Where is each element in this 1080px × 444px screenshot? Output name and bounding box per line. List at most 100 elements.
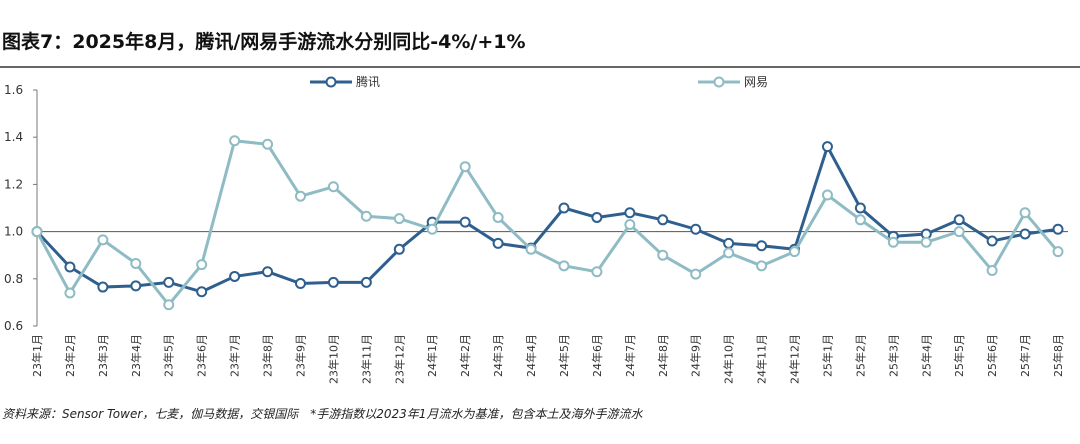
x-tick-label: 25年6月	[985, 334, 999, 377]
point	[591, 211, 603, 223]
x-tick-label: 25年2月	[853, 334, 867, 377]
x-tick-label: 23年7月	[228, 334, 242, 377]
x-tick-label: 24年5月	[557, 334, 571, 377]
x-tick-label: 24年11月	[755, 334, 769, 384]
point	[163, 299, 175, 311]
point	[31, 226, 43, 238]
x-tick-label: 23年4月	[129, 334, 143, 377]
point	[657, 249, 669, 261]
point	[920, 236, 932, 248]
x-tick-label: 24年6月	[590, 334, 604, 377]
point	[130, 257, 142, 269]
point	[558, 202, 570, 214]
x-tick-label: 23年5月	[162, 334, 176, 377]
series-line	[35, 139, 1060, 308]
y-tick-label: 1.2	[4, 177, 23, 191]
legend-label: 网易	[744, 75, 768, 89]
point	[756, 240, 768, 252]
x-tick-label: 23年11月	[359, 334, 373, 384]
x-tick-label: 23年9月	[293, 334, 307, 377]
point	[821, 141, 833, 153]
x-tick-label: 25年8月	[1051, 334, 1065, 377]
point	[262, 266, 274, 278]
x-tick-label: 24年4月	[524, 334, 538, 377]
point	[294, 278, 306, 290]
point	[854, 202, 866, 214]
point	[525, 243, 537, 255]
point	[393, 243, 405, 255]
x-tick-label: 24年2月	[458, 334, 472, 377]
point	[97, 281, 109, 293]
point	[986, 235, 998, 247]
point	[327, 181, 339, 193]
x-tick-label: 23年8月	[261, 334, 275, 377]
source-note: 资料来源：Sensor Tower，七麦，伽马数据，交银国际 *手游指数以202…	[2, 407, 643, 421]
point	[854, 214, 866, 226]
point	[723, 237, 735, 249]
legend-label: 腾讯	[356, 74, 380, 89]
x-tick-label: 24年10月	[722, 334, 736, 384]
point	[558, 260, 570, 272]
legend-marker	[713, 76, 725, 88]
point	[229, 135, 241, 147]
x-tick-label: 25年7月	[1018, 334, 1032, 377]
point	[887, 236, 899, 248]
point	[624, 207, 636, 219]
point	[196, 259, 208, 271]
x-tick-label: 25年4月	[919, 334, 933, 377]
x-tick-label: 23年1月	[30, 334, 44, 377]
point	[624, 219, 636, 231]
point	[492, 211, 504, 223]
x-tick-label: 24年12月	[788, 334, 802, 384]
point	[97, 234, 109, 246]
x-tick-label: 24年7月	[623, 334, 637, 377]
point	[1052, 223, 1064, 235]
point	[459, 216, 471, 228]
x-tick-label: 25年3月	[886, 334, 900, 377]
point	[1019, 207, 1031, 219]
point	[163, 276, 175, 288]
x-tick-label: 23年2月	[63, 334, 77, 377]
point	[426, 223, 438, 235]
point	[657, 214, 669, 226]
point	[360, 276, 372, 288]
point	[393, 213, 405, 225]
y-tick-label: 1.4	[4, 130, 23, 144]
point	[262, 138, 274, 150]
point	[360, 210, 372, 222]
x-tick-label: 24年8月	[656, 334, 670, 377]
point	[64, 261, 76, 273]
point	[591, 266, 603, 278]
point	[821, 189, 833, 201]
legend-marker	[325, 76, 337, 88]
point	[196, 286, 208, 298]
y-tick-label: 0.8	[4, 272, 23, 286]
x-tick-label: 23年10月	[326, 334, 340, 384]
x-tick-label: 25年1月	[820, 334, 834, 377]
point	[789, 246, 801, 258]
y-tick-label: 0.6	[4, 319, 23, 333]
x-tick-label: 24年3月	[491, 334, 505, 377]
x-tick-label: 25年5月	[952, 334, 966, 377]
point	[953, 226, 965, 238]
x-tick-label: 24年9月	[689, 334, 703, 377]
point	[986, 265, 998, 277]
point	[1052, 246, 1064, 258]
point	[64, 287, 76, 299]
chart-title: 图表7：2025年8月，腾讯/网易手游流水分别同比-4%/+1%	[2, 30, 526, 53]
x-tick-label: 23年6月	[195, 334, 209, 377]
point	[294, 190, 306, 202]
point	[492, 237, 504, 249]
x-tick-label: 24年1月	[425, 334, 439, 377]
point	[756, 260, 768, 272]
y-tick-label: 1.0	[4, 225, 23, 239]
point	[690, 223, 702, 235]
point	[690, 268, 702, 280]
point	[229, 270, 241, 282]
point	[1019, 228, 1031, 240]
point	[327, 276, 339, 288]
point	[723, 247, 735, 259]
y-tick-label: 1.6	[4, 83, 23, 97]
point	[953, 214, 965, 226]
